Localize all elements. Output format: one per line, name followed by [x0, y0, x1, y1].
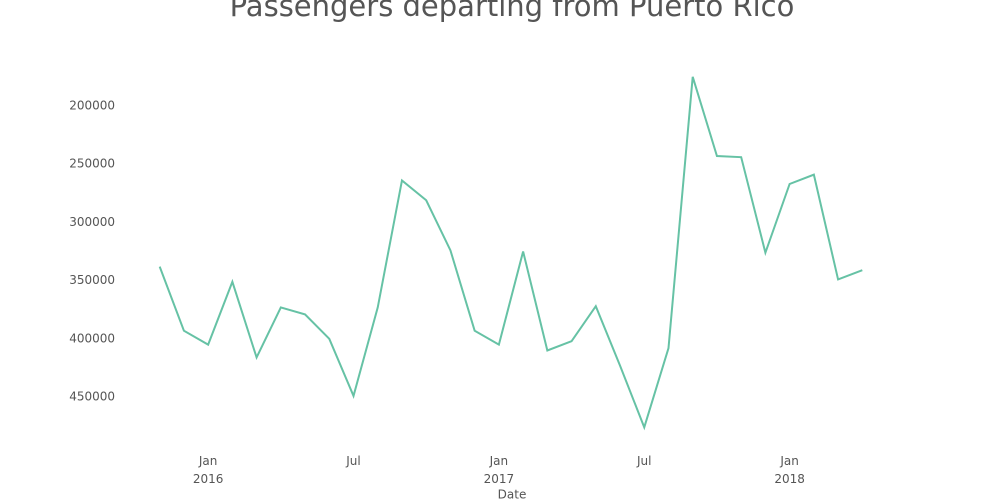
- y-tick-label: 450000: [69, 390, 115, 404]
- y-tick-label: 200000: [69, 98, 115, 112]
- y-tick-label: 350000: [69, 273, 115, 287]
- x-tick-label: Jan 2016: [193, 454, 224, 486]
- x-tick-label-line: Jan: [198, 454, 218, 468]
- x-axis-label: Date: [498, 488, 527, 500]
- x-tick-label: Jul: [345, 454, 360, 468]
- y-tick-label: 400000: [69, 331, 115, 345]
- x-tick-label-line: 2017: [484, 472, 515, 486]
- line-series: [158, 76, 863, 431]
- y-tick-label: 300000: [69, 215, 115, 229]
- x-tick-label-line: Jul: [345, 454, 360, 468]
- x-tick-label-line: 2016: [193, 472, 224, 486]
- x-tick-label: Jan 2017: [484, 454, 515, 486]
- y-tick-label: 250000: [69, 157, 115, 171]
- x-tick-label-line: 2018: [774, 472, 805, 486]
- x-tick-label-line: Jan: [489, 454, 509, 468]
- x-tick-label-line: Jul: [636, 454, 651, 468]
- chart-title: Passengers departing from Puerto Rico: [230, 0, 795, 23]
- x-tick-label: Jan 2018: [774, 454, 805, 486]
- x-tick-label-line: Jan: [779, 454, 799, 468]
- x-tick-label: Jul: [636, 454, 651, 468]
